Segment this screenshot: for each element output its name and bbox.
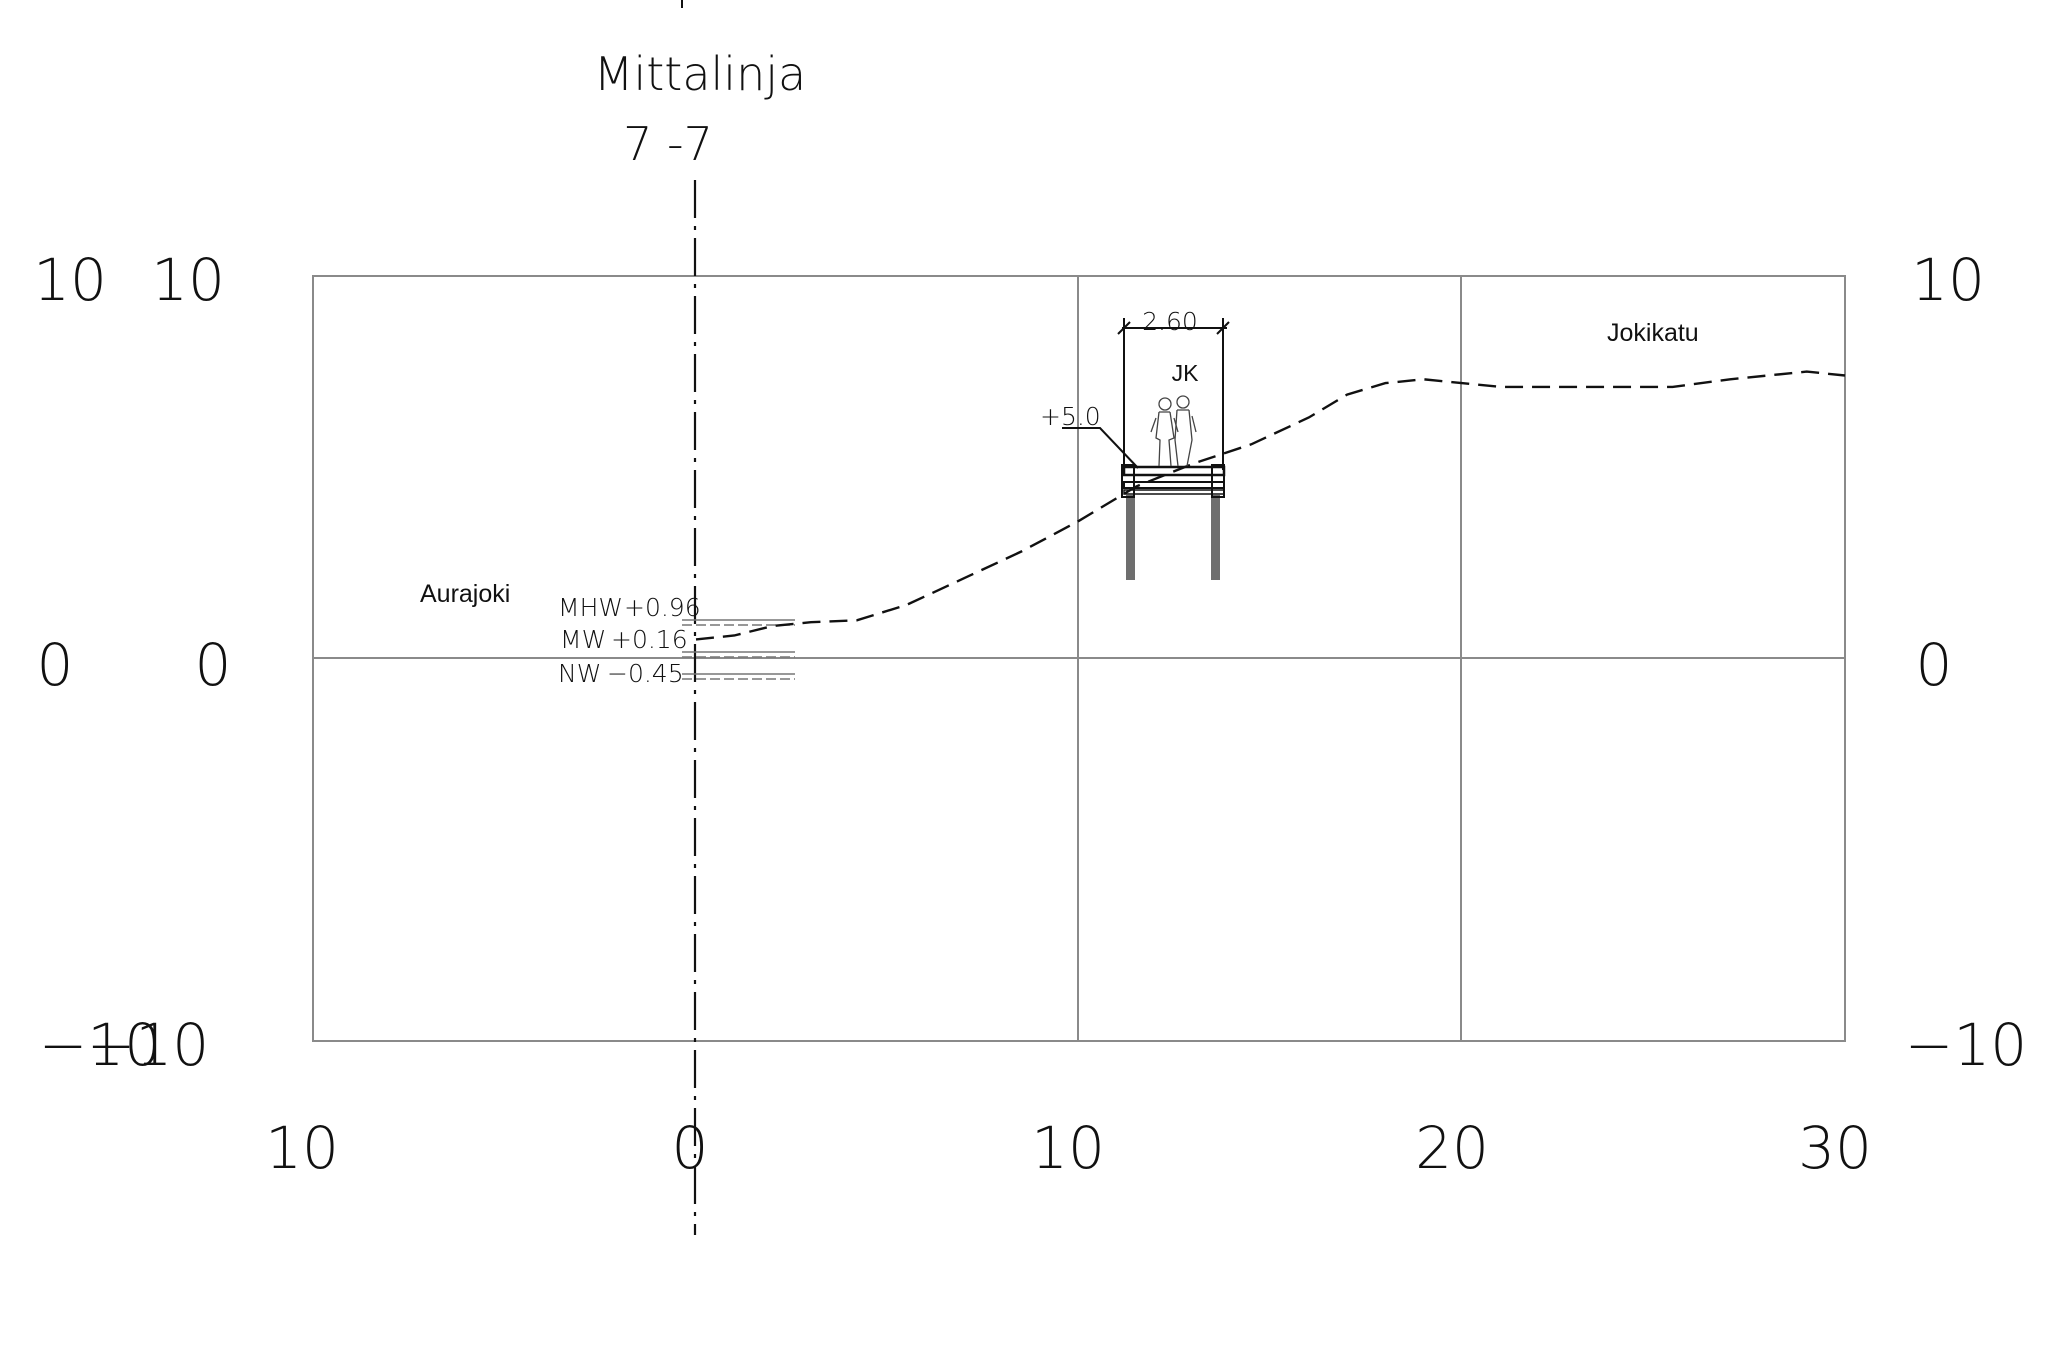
mhw-value: +0.96 <box>624 593 701 622</box>
pile-cap-right <box>1211 464 1225 498</box>
walkway-label: JK <box>1172 360 1200 386</box>
water-levels: MHW +0.96 MW +0.16 NW −0.45 <box>558 593 795 688</box>
deck-slab <box>1123 489 1225 495</box>
x-tick-0: 0 <box>672 1114 709 1182</box>
y-tick-left-inner-10: 10 <box>151 246 225 314</box>
width-dimension-text: 2.60 <box>1142 307 1198 336</box>
deck-level-leader <box>1062 427 1139 469</box>
x-tick-20: 20 <box>1415 1114 1489 1182</box>
ground-profile-line <box>695 370 1846 641</box>
x-tick-30: 30 <box>1798 1114 1872 1182</box>
deck-level-text: +5.0 <box>1040 402 1101 431</box>
nw-name: NW <box>558 659 601 688</box>
y-tick-left-outer-10: 10 <box>33 246 107 314</box>
section-number: 7 -7 <box>623 117 713 171</box>
y-tick-left-outer-neg10: −10 <box>39 1011 161 1079</box>
pile-left <box>1126 495 1135 580</box>
dimension-tick-right <box>1216 321 1230 335</box>
nw-value: −0.45 <box>607 659 684 688</box>
mw-name: MW <box>560 625 606 654</box>
pedestrians-figure <box>1150 395 1197 467</box>
street-label: Jokikatu <box>1607 319 1699 347</box>
x-tick-10: 10 <box>1031 1114 1105 1182</box>
mw-value: +0.16 <box>611 625 688 654</box>
mhw-name: MHW <box>558 593 623 622</box>
y-tick-right-10: 10 <box>1911 246 1985 314</box>
y-tick-left-inner-neg10: −10 <box>87 1011 209 1079</box>
pile-right <box>1211 495 1220 580</box>
x-tick-neg10: 10 <box>265 1114 339 1182</box>
dimension-tick-left <box>1117 321 1131 335</box>
y-tick-left-outer-0: 0 <box>37 631 74 699</box>
river-label: Aurajoki <box>420 580 510 608</box>
y-tick-right-0: 0 <box>1916 631 1953 699</box>
section-title: Mittalinja <box>594 47 806 101</box>
y-tick-right-neg10: −10 <box>1905 1011 2027 1079</box>
walkway-structure: 2.60 JK +5.0 <box>1040 307 1230 580</box>
pile-cap-left <box>1121 464 1135 498</box>
y-tick-left-inner-0: 0 <box>195 631 232 699</box>
